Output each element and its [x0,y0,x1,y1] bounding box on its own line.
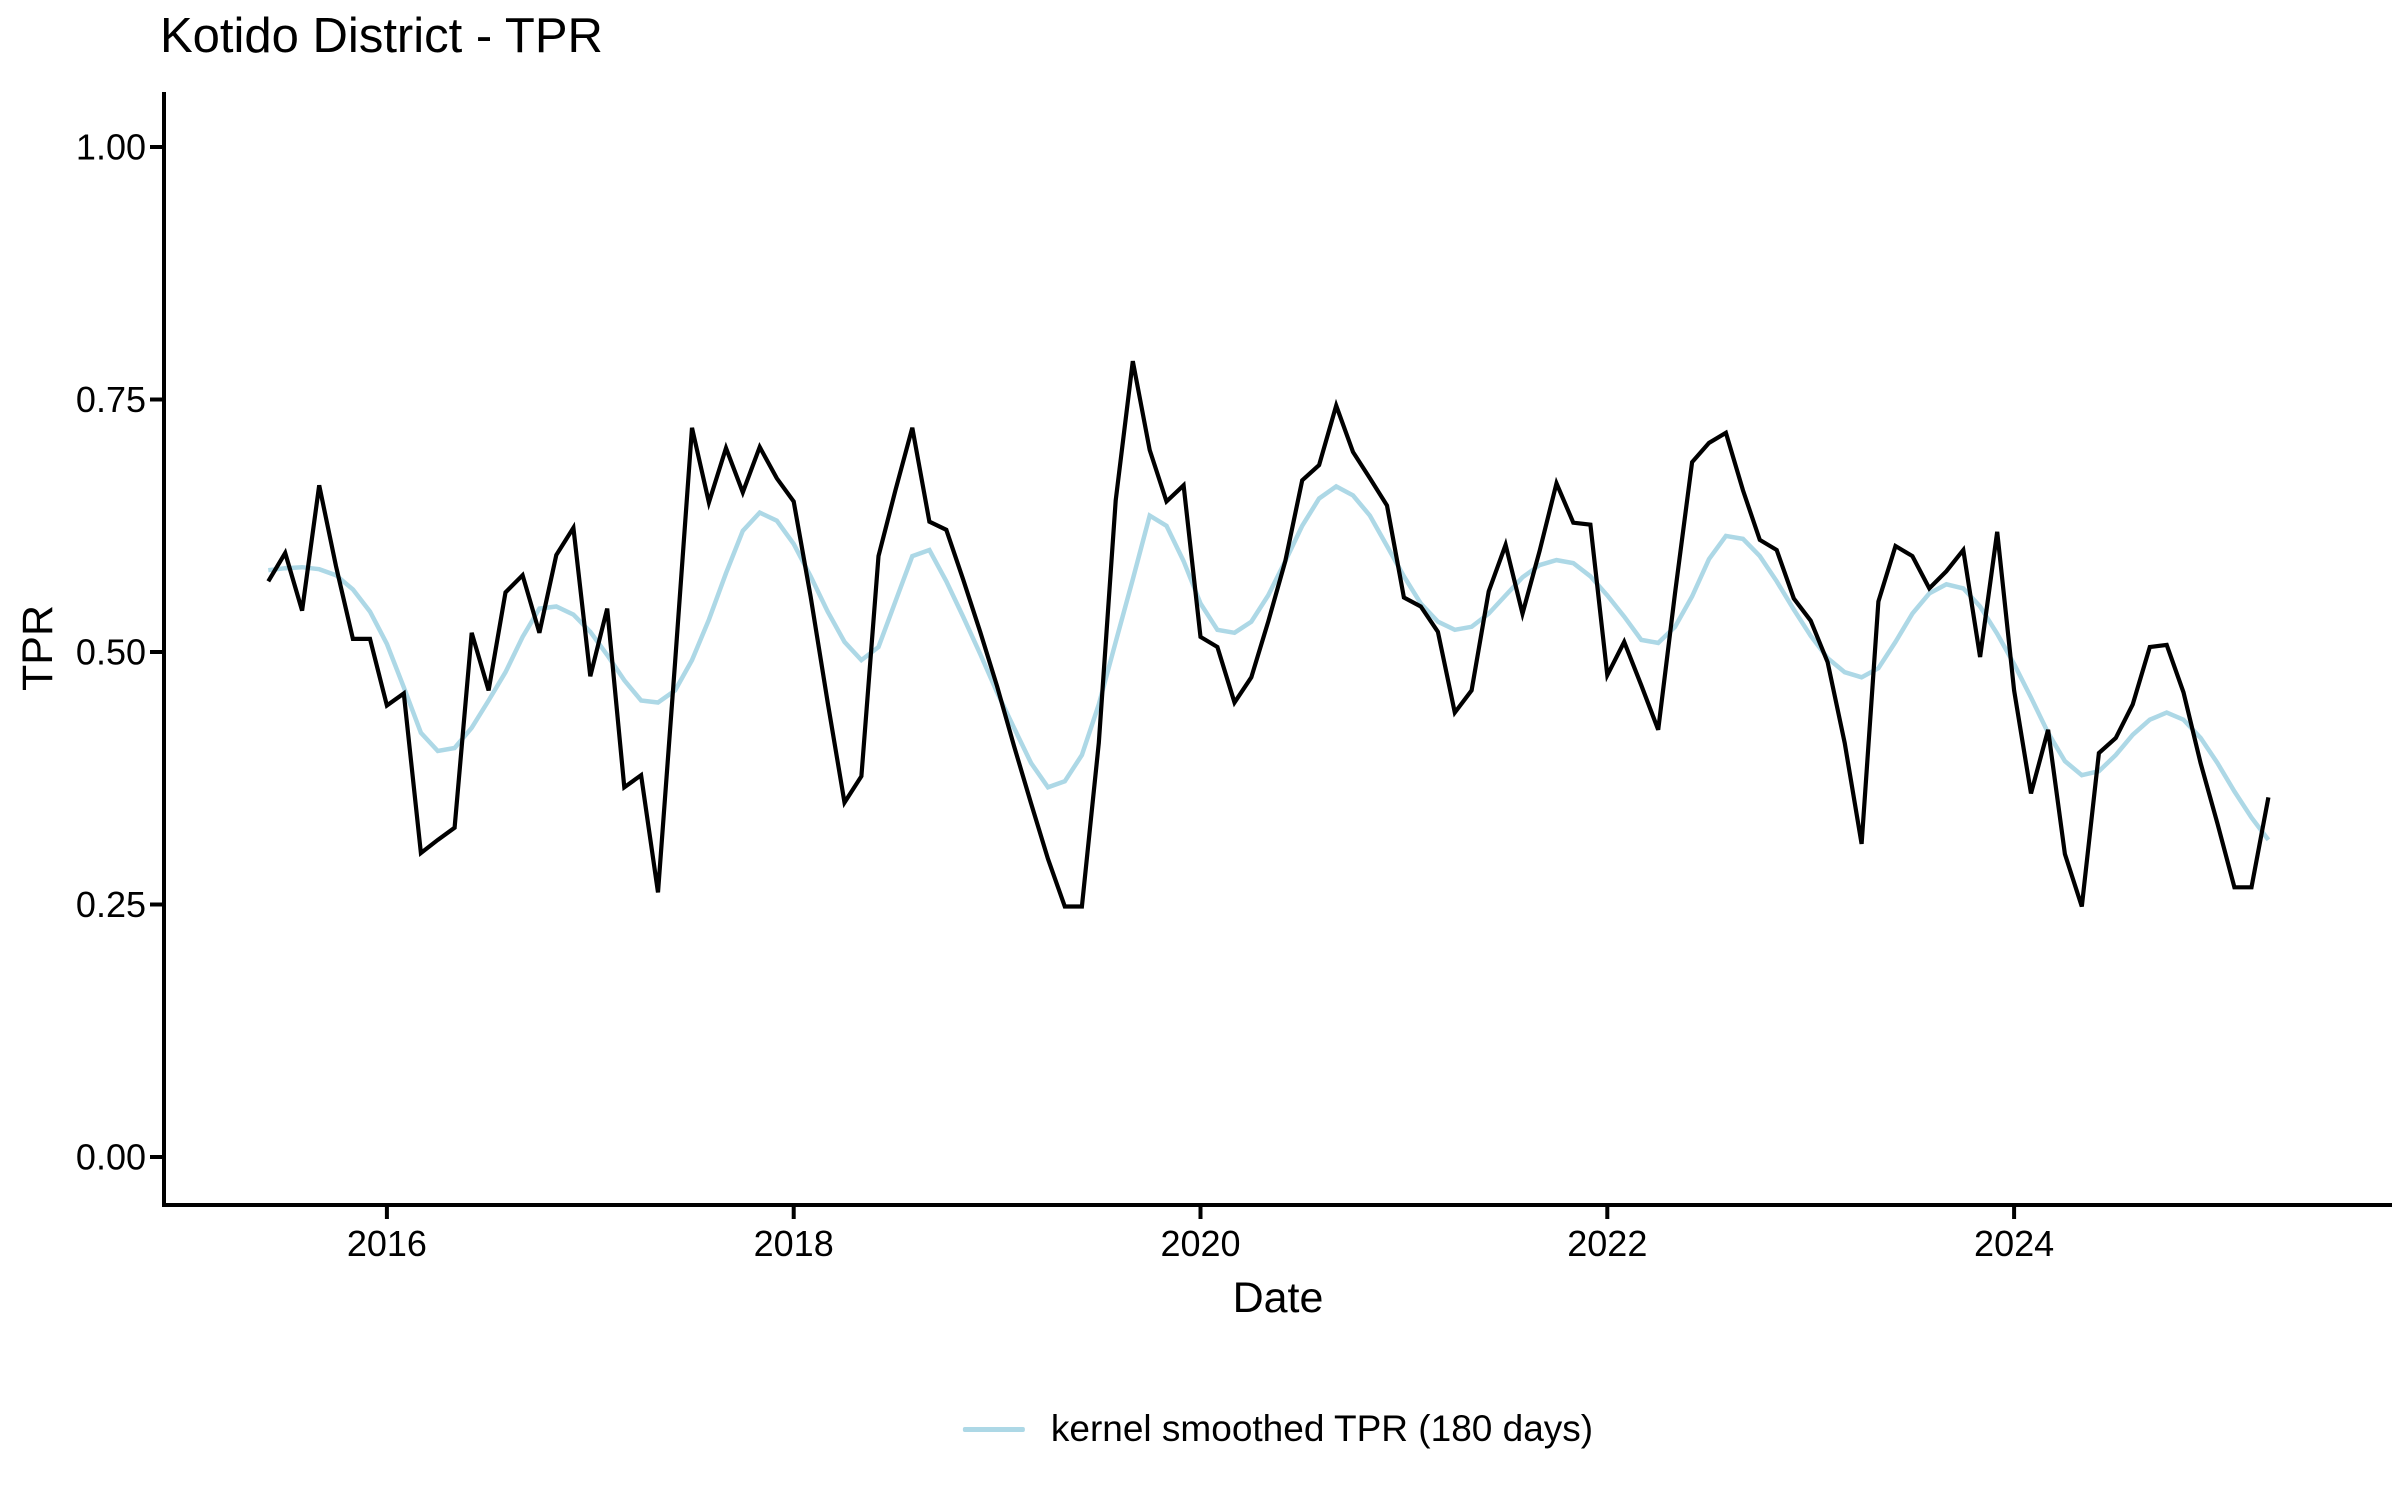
x-tick-label: 2016 [347,1223,427,1264]
x-tick-label: 2024 [1974,1223,2054,1264]
y-tick-label: 0.25 [76,884,146,925]
x-axis-title: Date [1233,1274,1324,1322]
axis-layer: 0.00 0.25 0.50 0.75 1.00 2016 2018 2020 2022 2024 [76,92,2392,1264]
y-axis-title: TPR [14,605,62,691]
x-tick-label: 2020 [1160,1223,1240,1264]
series-layer [266,360,2271,909]
chart-title: Kotido District - TPR [160,9,603,63]
y-tick-label: 0.50 [76,632,146,673]
y-tick-label: 0.00 [76,1137,146,1178]
series-line-kernel-smoothed-tpr-180-days- [268,483,2271,842]
legend: kernel smoothed TPR (180 days) [962,1408,1594,1450]
x-tick-label: 2018 [754,1223,834,1264]
series-line-tpr [266,360,2271,909]
x-tick-label: 2022 [1567,1223,1647,1264]
y-tick-label: 0.75 [76,379,146,420]
y-tick-label: 1.00 [76,127,146,168]
legend-line-swatch-icon [962,1426,1025,1432]
legend-label: kernel smoothed TPR (180 days) [1050,1408,1594,1449]
